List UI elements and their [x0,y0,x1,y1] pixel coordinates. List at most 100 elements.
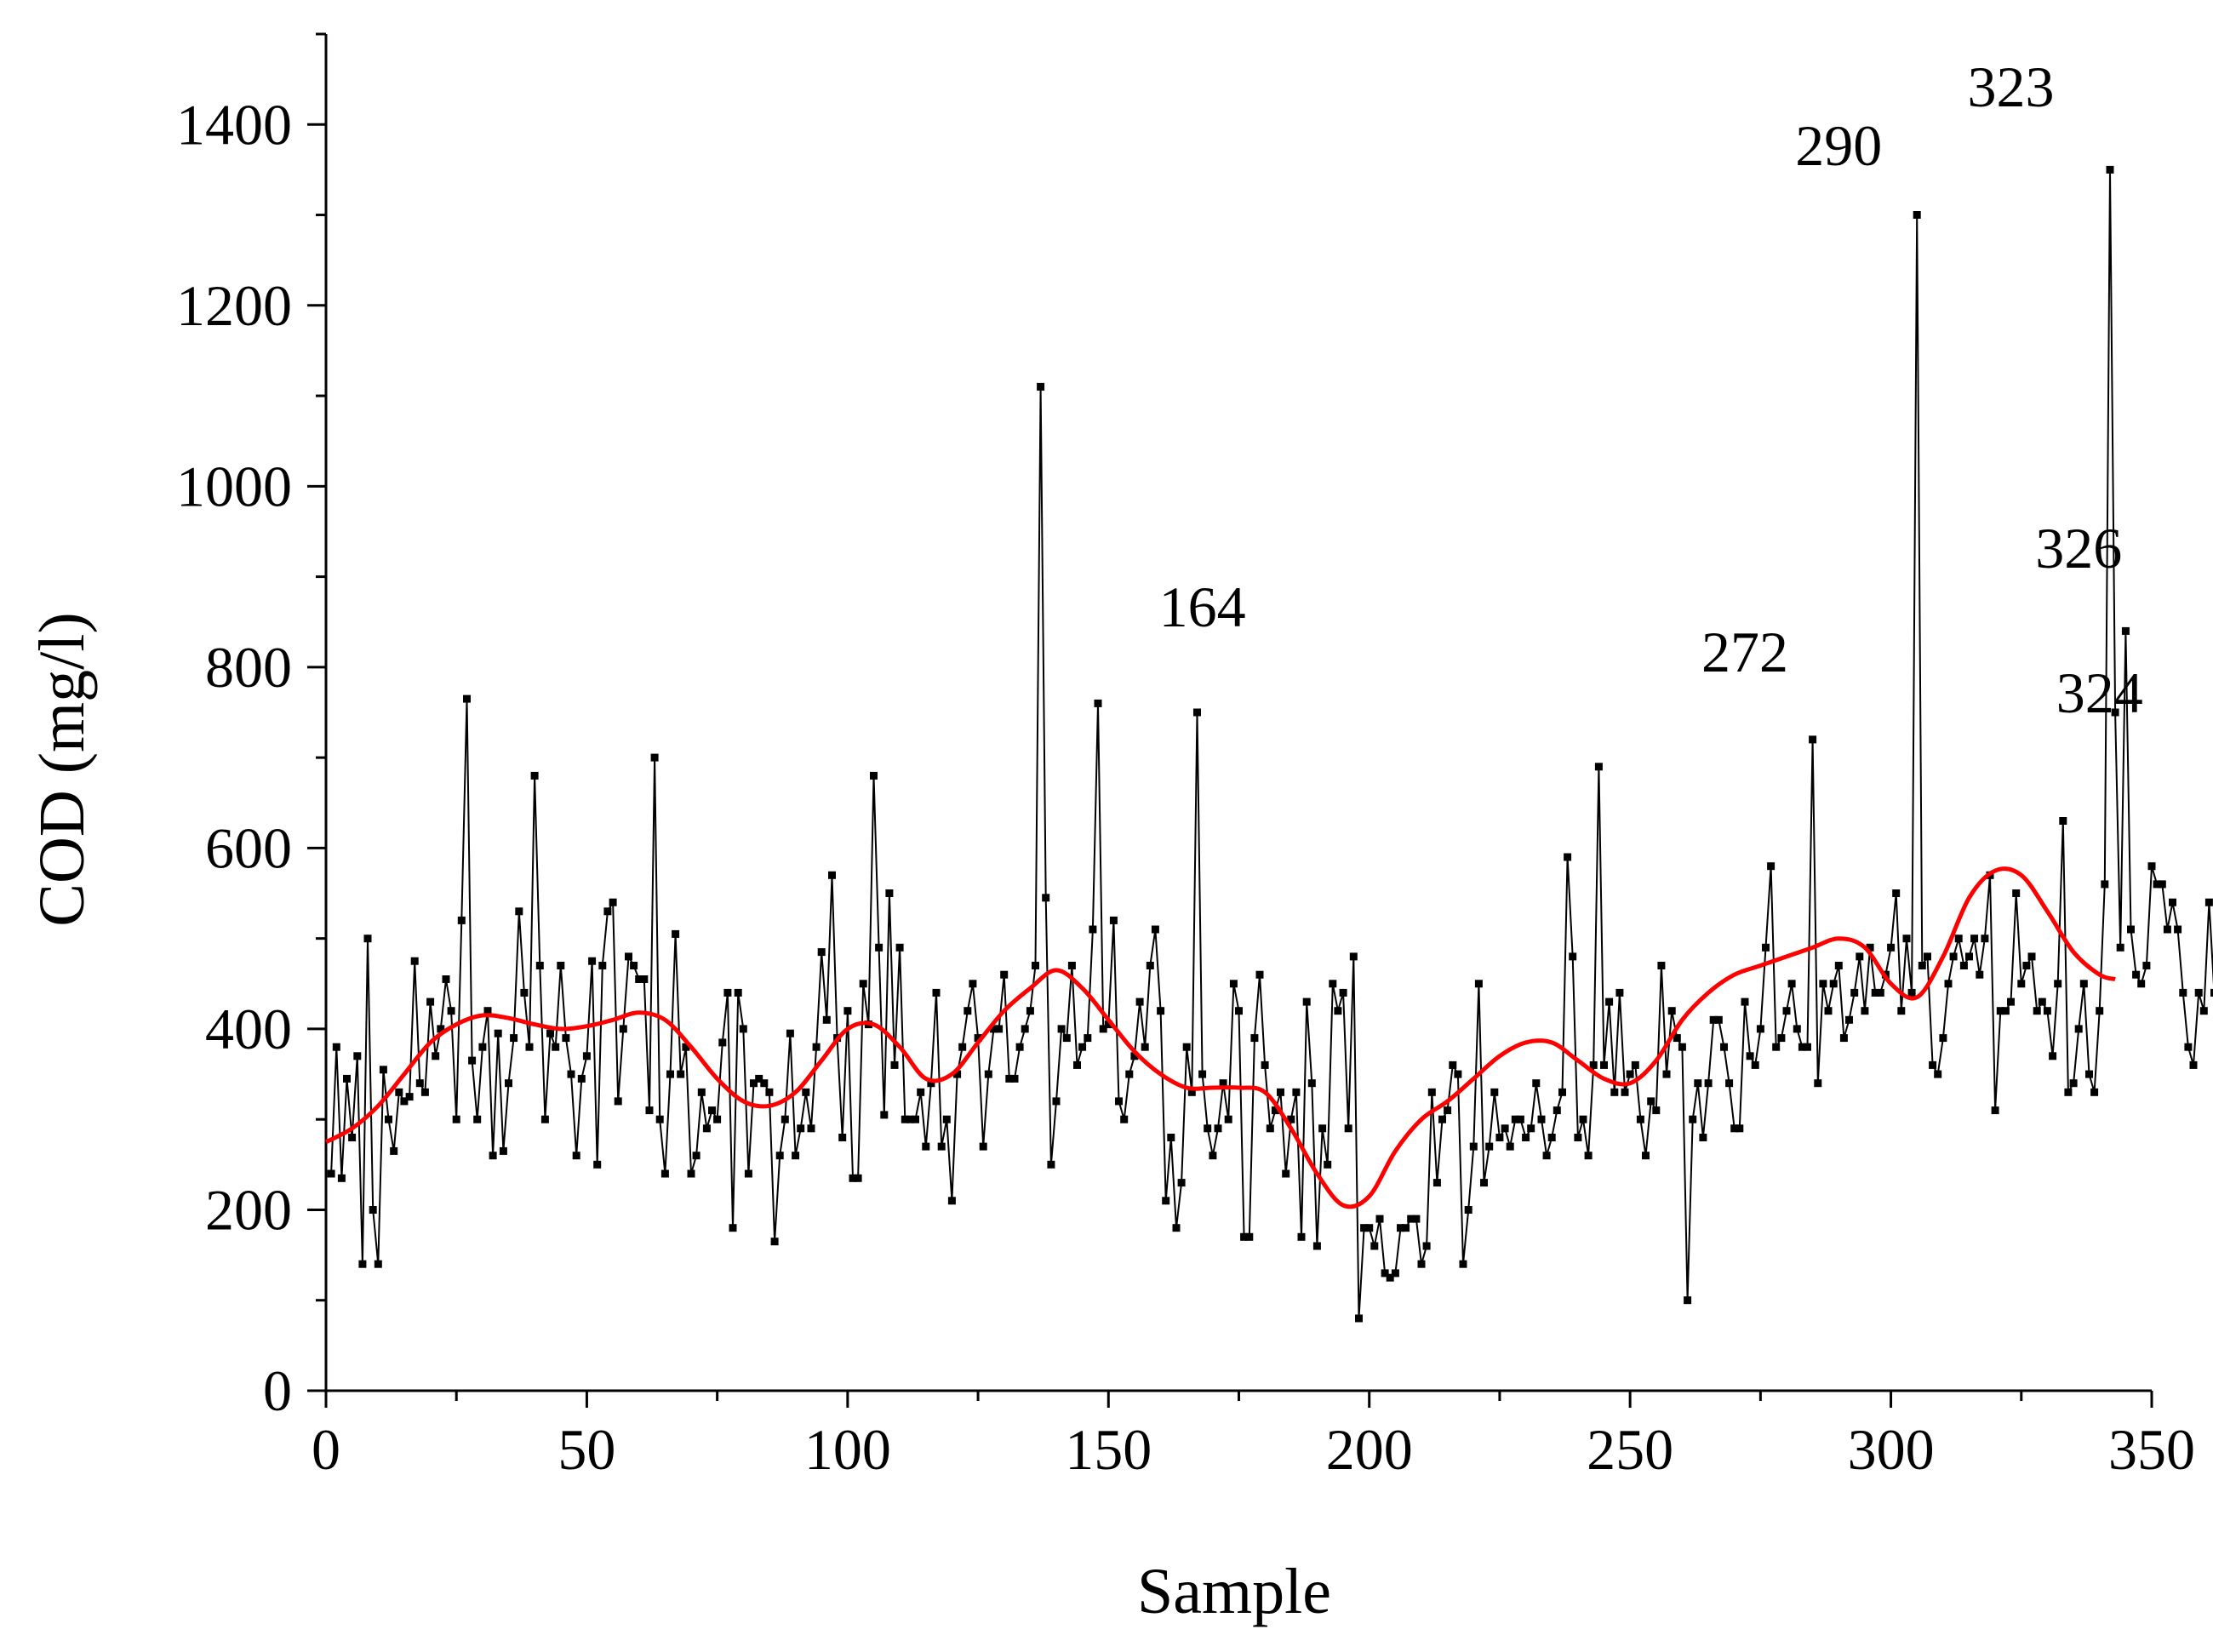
cod-data-point [765,1088,774,1096]
cod-data-point [828,871,836,879]
cod-data-point [890,1060,899,1069]
cod-data-point [410,957,419,965]
cod-data-point [2179,988,2187,997]
x-tick-label: 350 [2108,1417,2195,1482]
cod-data-point [2079,980,2088,988]
cod-data-point [1474,980,1483,988]
cod-data-point [1704,1079,1713,1088]
cod-data-point [2210,988,2213,997]
cod-data-point [1162,1197,1170,1205]
cod-data-point [1939,1034,1947,1043]
cod-data-point [510,1034,518,1043]
trend-curve [324,866,2116,1209]
axes [324,34,2152,1392]
cod-data-point [1255,970,1264,979]
cod-data-point [1271,1106,1279,1115]
annotations: 164 272 290 323 326 324 [1159,54,2143,725]
cod-data-point [1052,1097,1061,1106]
cod-data-point [546,1029,554,1038]
cod-data-point [2184,1043,2193,1051]
cod-data-point [1907,988,1916,997]
cod-data-point [358,1260,367,1268]
cod-data-point [2137,980,2146,988]
cod-data-point [1266,1124,1274,1133]
cod-data-point [697,1088,706,1096]
cod-data-point [1709,1015,1718,1024]
cod-data-point [1427,1088,1436,1096]
x-tick-label: 200 [1326,1417,1413,1482]
cod-data-point [1417,1260,1426,1268]
cod-data-point [1135,997,1144,1006]
cod-data-point [1662,1070,1671,1078]
cod-data-point [1856,952,1864,961]
cod-data-point [1762,943,1770,952]
cod-data-point [1615,988,1624,997]
cod-data-point [625,952,632,961]
cod-data-point [1610,1088,1619,1096]
cod-data-point [1918,962,1926,969]
cod-data-point [1099,1025,1107,1033]
cod-data-point [2147,862,2156,871]
cod-data-point [1579,1115,1587,1123]
cod-data-point [1991,1106,1999,1115]
cod-data-point [640,975,649,983]
cod-data-point [400,1097,409,1106]
cod-data-point [718,1038,727,1047]
cod-data-point [562,1034,570,1043]
cod-data-point [854,1174,862,1182]
cod-data-point [577,1074,586,1083]
cod-data-point [1741,997,1749,1006]
cod-data-point [2106,165,2114,174]
cod-data-point [1959,962,1968,969]
cod-data-point [650,753,659,762]
cod-data-point [812,1043,821,1051]
cod-data-point [2017,980,2026,988]
cod-data-point [2158,880,2166,889]
cod-data-point [1730,1124,1739,1133]
y-tick-label: 400 [205,997,292,1061]
cod-data-point [1057,1025,1066,1033]
cod-data-point [2074,1025,2083,1033]
cod-data-point [708,1106,716,1115]
cod-data-point [807,1124,815,1133]
cod-data-point [1157,1007,1165,1015]
cod-data-point [797,1124,805,1133]
cod-data-point [1193,708,1201,717]
cod-data-point [1282,1169,1290,1178]
cod-data-point [1454,1070,1462,1078]
cod-data-point [603,907,612,916]
cod-data-point [1850,988,1859,997]
cod-data-point [2204,898,2213,906]
cod-data-point [843,1007,852,1015]
cod-data-point [567,1070,575,1078]
cod-data-point [1381,1269,1389,1278]
cod-data-point [1522,1134,1530,1141]
cod-data-point [687,1169,695,1178]
cod-data-point [1787,980,1796,988]
cod-data-point [937,1142,946,1151]
cod-data-point [1084,1034,1092,1043]
cod-data-point [1067,962,1076,969]
cod-data-point [2116,943,2124,952]
cod-data-point [593,1160,602,1169]
cod-data-point [1000,970,1009,979]
sample-annotation: 290 [1795,113,1882,178]
x-axis-title: Sample [1137,1556,1331,1627]
cod-data-point [489,1152,497,1160]
cod-data-point [1626,1070,1634,1078]
cod-data-point [1010,1074,1019,1083]
cod-data-point [1678,1043,1686,1051]
cod-data-point [598,962,607,969]
cod-data-point [1349,952,1358,961]
cod-data-point [1130,1052,1139,1060]
cod-data-point [614,1097,622,1106]
cod-data-point [1647,1097,1655,1106]
cod-data-point [984,1070,992,1078]
cod-data-point [1412,1215,1421,1223]
cod-data-point [1204,1124,1212,1133]
cod-data-point [1485,1142,1494,1151]
cod-data-point [1751,1060,1759,1069]
cod-data-point [499,1146,507,1155]
cod-data-point [682,1043,690,1051]
cod-data-point [995,1025,1004,1033]
